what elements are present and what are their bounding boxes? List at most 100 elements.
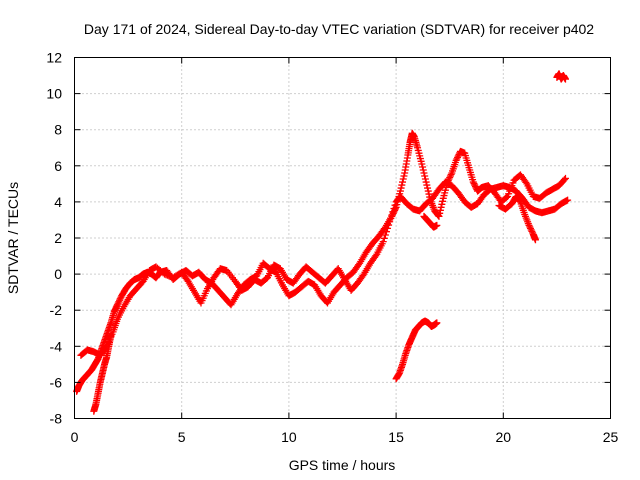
y-tick-label: 12	[46, 50, 62, 66]
x-tick-label: 10	[281, 429, 297, 445]
y-axis-label: SDTVAR / TECUs	[5, 182, 21, 294]
data-point	[400, 172, 408, 180]
data-point	[526, 224, 534, 232]
data-point	[470, 180, 478, 188]
data-point	[397, 184, 405, 192]
y-tick-label: 4	[54, 194, 62, 210]
data-point	[390, 205, 398, 213]
data-point	[527, 226, 535, 234]
data-point	[424, 184, 432, 192]
data-point	[387, 214, 395, 222]
chart-title: Day 171 of 2024, Sidereal Day-to-day VTE…	[84, 21, 594, 37]
data-point	[421, 175, 429, 183]
data-point	[503, 193, 511, 201]
data-point	[115, 298, 123, 306]
data-point	[433, 319, 441, 327]
data-point	[436, 206, 444, 214]
y-tick-label: 10	[46, 86, 62, 102]
data-point	[452, 156, 460, 164]
data-points	[73, 70, 572, 415]
data-point	[382, 228, 390, 236]
y-tick-labels: -8 -6 -4 -2 0 2 4 6 8 10 12	[46, 50, 62, 427]
data-point	[564, 196, 572, 204]
data-point	[471, 181, 479, 189]
data-point	[379, 238, 387, 246]
axis-ticks	[74, 57, 611, 419]
data-point	[561, 75, 569, 83]
x-tick-label: 15	[388, 429, 404, 445]
data-point	[525, 221, 533, 229]
data-point	[422, 178, 430, 186]
data-point	[114, 299, 122, 307]
y-tick-label: -6	[50, 374, 63, 390]
x-axis-label: GPS time / hours	[289, 457, 396, 473]
data-point	[391, 201, 399, 209]
data-point	[561, 174, 569, 182]
data-point	[446, 174, 454, 182]
data-point	[380, 234, 388, 242]
x-tick-label: 5	[178, 429, 186, 445]
data-point	[560, 176, 568, 184]
series-short-segment	[420, 212, 441, 231]
data-point	[116, 296, 124, 304]
data-point	[381, 231, 389, 239]
data-point	[419, 163, 427, 171]
x-tick-label: 25	[603, 429, 619, 445]
y-tick-label: -4	[50, 338, 63, 354]
data-point	[424, 187, 432, 195]
data-point	[116, 295, 124, 303]
data-point	[531, 236, 539, 244]
data-point	[454, 153, 462, 161]
data-point	[419, 166, 427, 174]
data-point	[386, 218, 394, 226]
series-main-trace-1	[73, 129, 569, 395]
data-point	[421, 172, 429, 180]
data-point	[522, 178, 530, 186]
grid-lines	[74, 57, 611, 419]
y-tick-label: -8	[50, 411, 63, 427]
series-main-trace-2	[77, 178, 572, 359]
data-point	[471, 183, 479, 191]
data-point	[526, 223, 534, 231]
data-point	[469, 178, 477, 186]
data-point	[113, 301, 121, 309]
x-tick-labels: 0 5 10 15 20 25	[71, 429, 619, 445]
data-point	[439, 197, 447, 205]
data-point	[446, 172, 454, 180]
data-point	[372, 252, 380, 260]
series-early-dip	[90, 331, 115, 415]
data-point	[425, 190, 433, 198]
data-point	[389, 208, 397, 216]
data-point	[107, 331, 115, 339]
data-point	[454, 152, 462, 160]
data-point	[516, 197, 524, 205]
data-point	[423, 181, 431, 189]
series-late-drop	[495, 192, 539, 244]
data-point	[438, 200, 446, 208]
data-point	[398, 181, 406, 189]
x-tick-label: 0	[71, 429, 79, 445]
series-outlier-cluster	[553, 70, 569, 83]
y-tick-label: 0	[54, 266, 62, 282]
x-tick-label: 20	[496, 429, 512, 445]
data-point	[435, 212, 443, 220]
y-tick-label: -2	[50, 302, 63, 318]
data-point	[388, 211, 396, 219]
data-point	[436, 209, 444, 217]
data-point	[384, 224, 392, 232]
data-point	[447, 171, 455, 179]
y-tick-label: 2	[54, 230, 62, 246]
data-point	[433, 221, 441, 229]
data-point	[399, 175, 407, 183]
data-point	[385, 221, 393, 229]
data-point	[453, 155, 461, 163]
data-point	[418, 160, 426, 168]
data-point	[437, 203, 445, 211]
data-point	[399, 178, 407, 186]
data-point	[420, 169, 428, 177]
y-tick-label: 6	[54, 158, 62, 174]
series-lower-arc	[392, 317, 441, 383]
data-point	[528, 227, 536, 235]
y-tick-label: 8	[54, 122, 62, 138]
